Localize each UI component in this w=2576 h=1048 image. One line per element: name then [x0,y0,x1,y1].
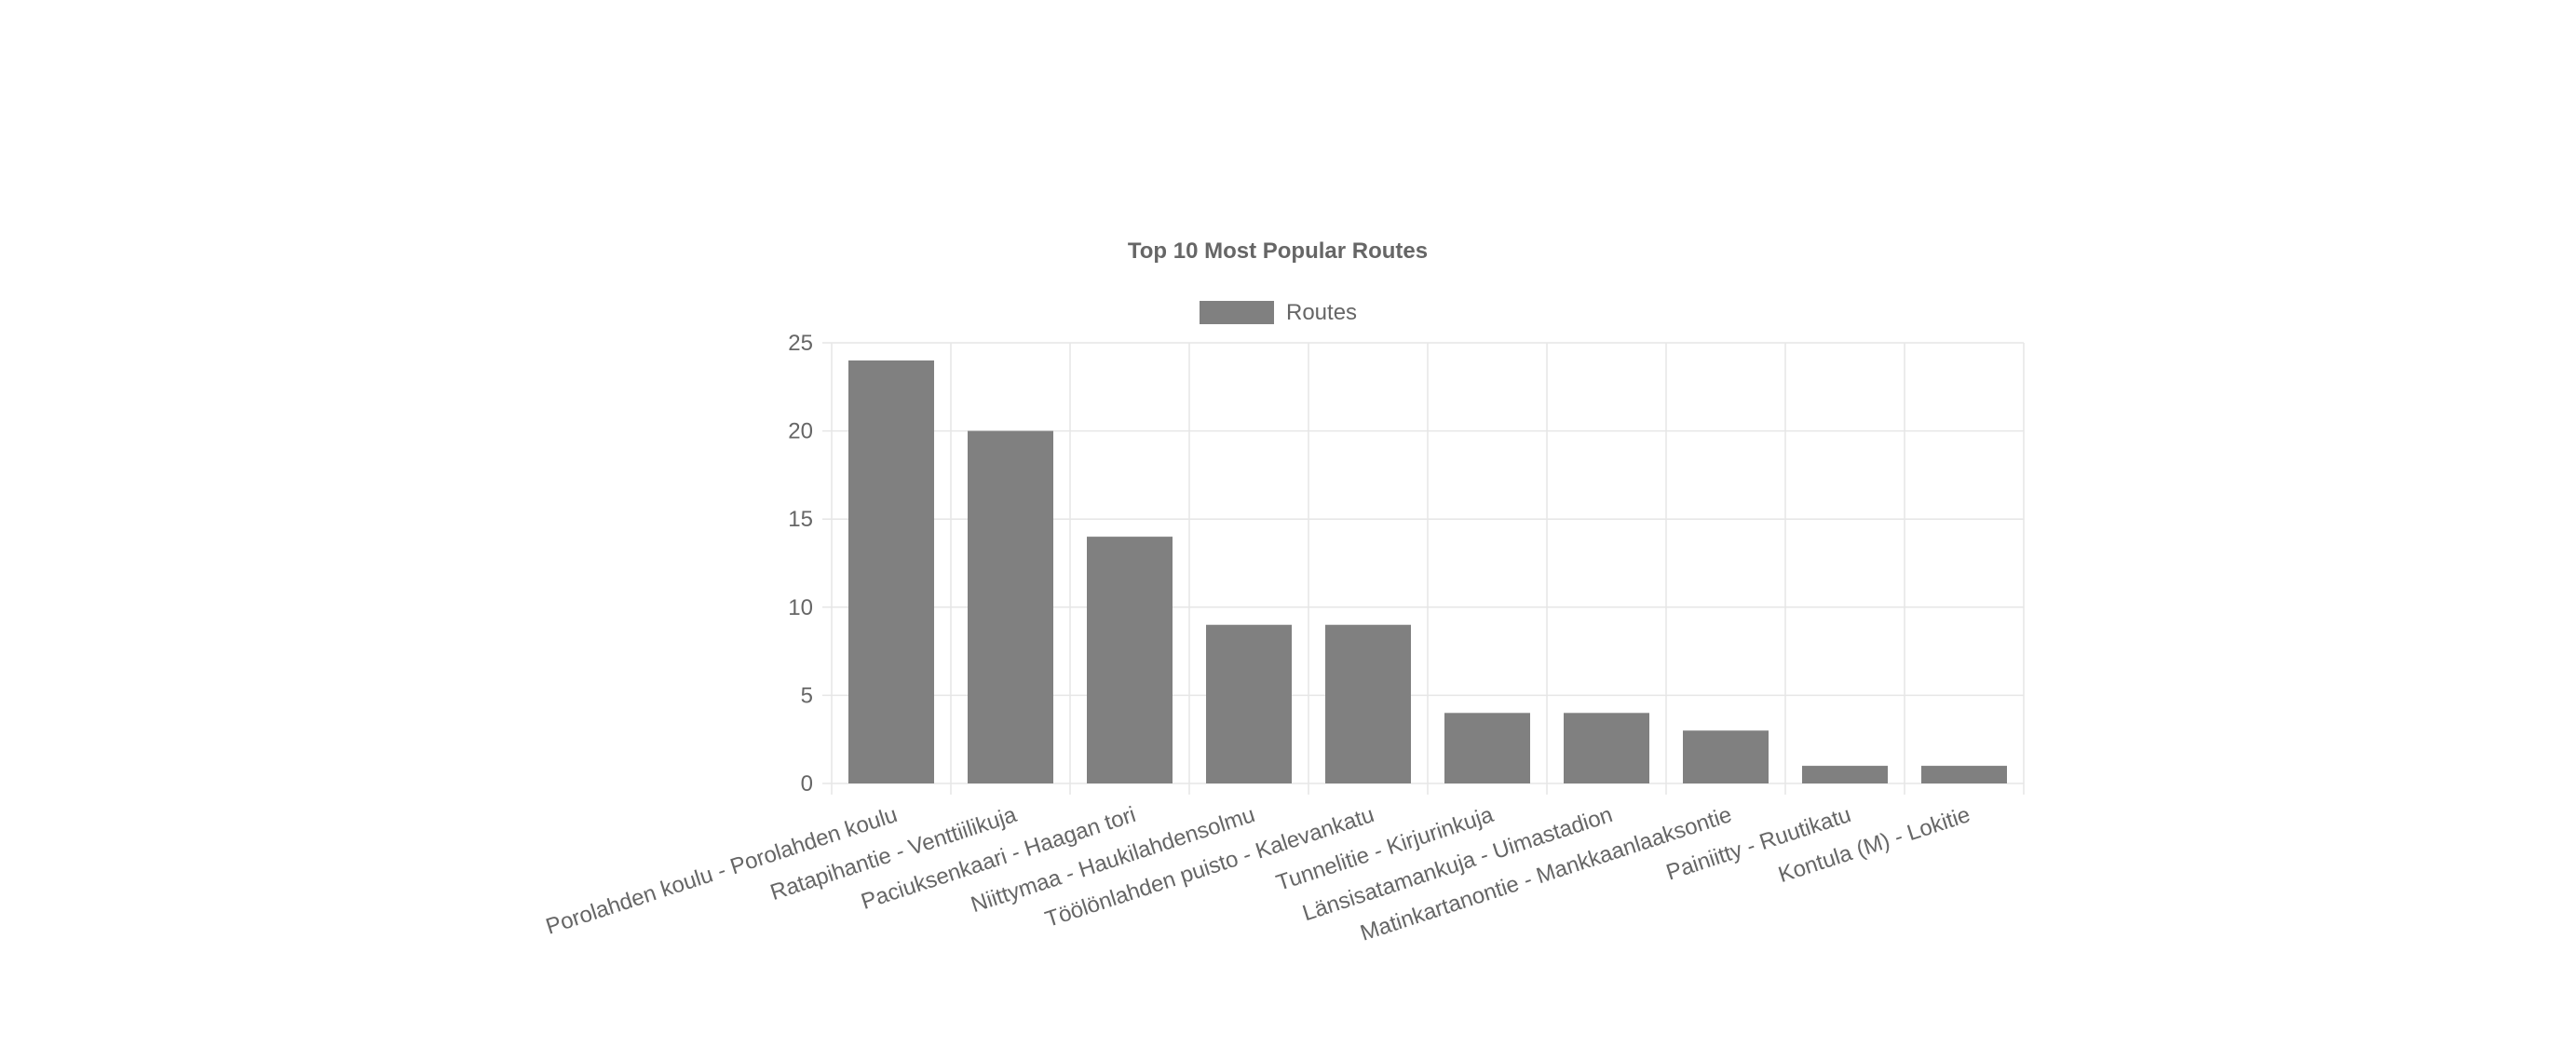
y-tick-label: 10 [788,595,813,620]
y-tick-label: 0 [801,771,813,796]
bar [1683,730,1769,783]
bar [1206,624,1292,783]
bar [1921,766,2007,783]
y-tick-label: 15 [788,507,813,532]
legend[interactable]: Routes [1200,300,1357,325]
bar [1325,624,1411,783]
legend-swatch [1200,301,1274,324]
y-axis-ticks: 0 5 10 15 20 25 [788,331,813,796]
y-tick-label: 25 [788,331,813,356]
bars [848,360,2007,783]
bar [1087,537,1173,783]
bar [968,430,1053,783]
bar [1802,766,1888,783]
bar [1444,713,1530,783]
y-tick-label: 5 [801,683,813,708]
y-tick-label: 20 [788,419,813,444]
x-axis-ticks: Porolahden koulu - Porolahden kouluRatap… [543,802,1973,946]
legend-label: Routes [1286,300,1357,325]
chart-title: Top 10 Most Popular Routes [1128,238,1428,264]
bar [848,360,934,783]
bar [1564,713,1649,783]
